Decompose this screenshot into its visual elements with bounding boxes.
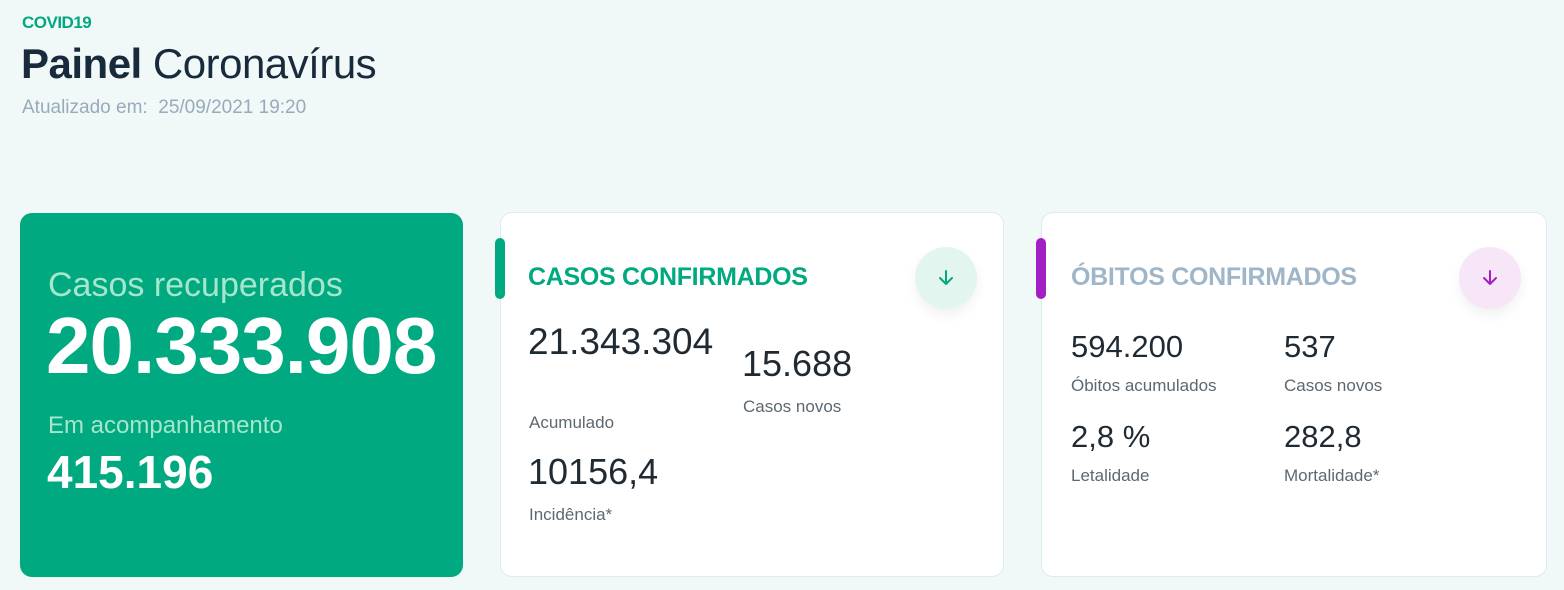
new-cases-value: 15.688 [742,343,853,384]
deaths-title: ÓBITOS CONFIRMADOS [1071,263,1357,291]
expand-button[interactable] [915,247,977,309]
expand-button[interactable] [1459,247,1521,309]
confirmed-title: CASOS CONFIRMADOS [528,263,808,291]
mortality-label: Mortalidade* [1284,466,1380,485]
deaths-accumulated-value: 594.200 [1071,329,1184,364]
incidence-label: Incidência* [529,505,613,524]
deaths-new-value: 537 [1284,329,1336,364]
confirmed-cases-card: CASOS CONFIRMADOS 21.343.304 Acumulado 1… [495,212,1004,577]
page-title-rest: Coronavírus [152,40,377,87]
new-cases-label: Casos novos [743,397,842,416]
followup-label: Em acompanhamento [48,412,283,439]
deaths-new-label: Casos novos [1284,376,1383,395]
page-title: Painel Coronavírus [21,40,377,88]
lethality-value: 2,8 % [1071,419,1151,454]
deaths-accumulated-label: Óbitos acumulados [1071,376,1217,395]
deaths-card: ÓBITOS CONFIRMADOS 594.200 Óbitos acumul… [1036,212,1547,577]
mortality-value: 282,8 [1284,419,1362,454]
updated-at: Atualizado em: 25/09/2021 19:20 [22,97,306,119]
accent-bar [495,238,505,299]
lethality-label: Letalidade [1071,466,1150,485]
accumulated-value: 21.343.304 [528,321,714,362]
arrow-down-icon [939,270,953,285]
page-title-bold: Painel [21,40,142,87]
recovered-value: 20.333.908 [46,301,437,390]
updated-label: Atualizado em: [22,97,148,118]
followup-value: 415.196 [47,446,214,498]
recovered-card: Casos recuperados 20.333.908 Em acompanh… [20,213,463,577]
accent-bar [1036,238,1046,299]
incidence-value: 10156,4 [528,451,659,492]
covid19-tag: COVID19 [22,13,92,32]
updated-value: 25/09/2021 19:20 [158,97,307,118]
recovered-label: Casos recuperados [48,266,343,304]
arrow-down-icon [1483,270,1497,285]
accumulated-label: Acumulado [529,413,615,432]
